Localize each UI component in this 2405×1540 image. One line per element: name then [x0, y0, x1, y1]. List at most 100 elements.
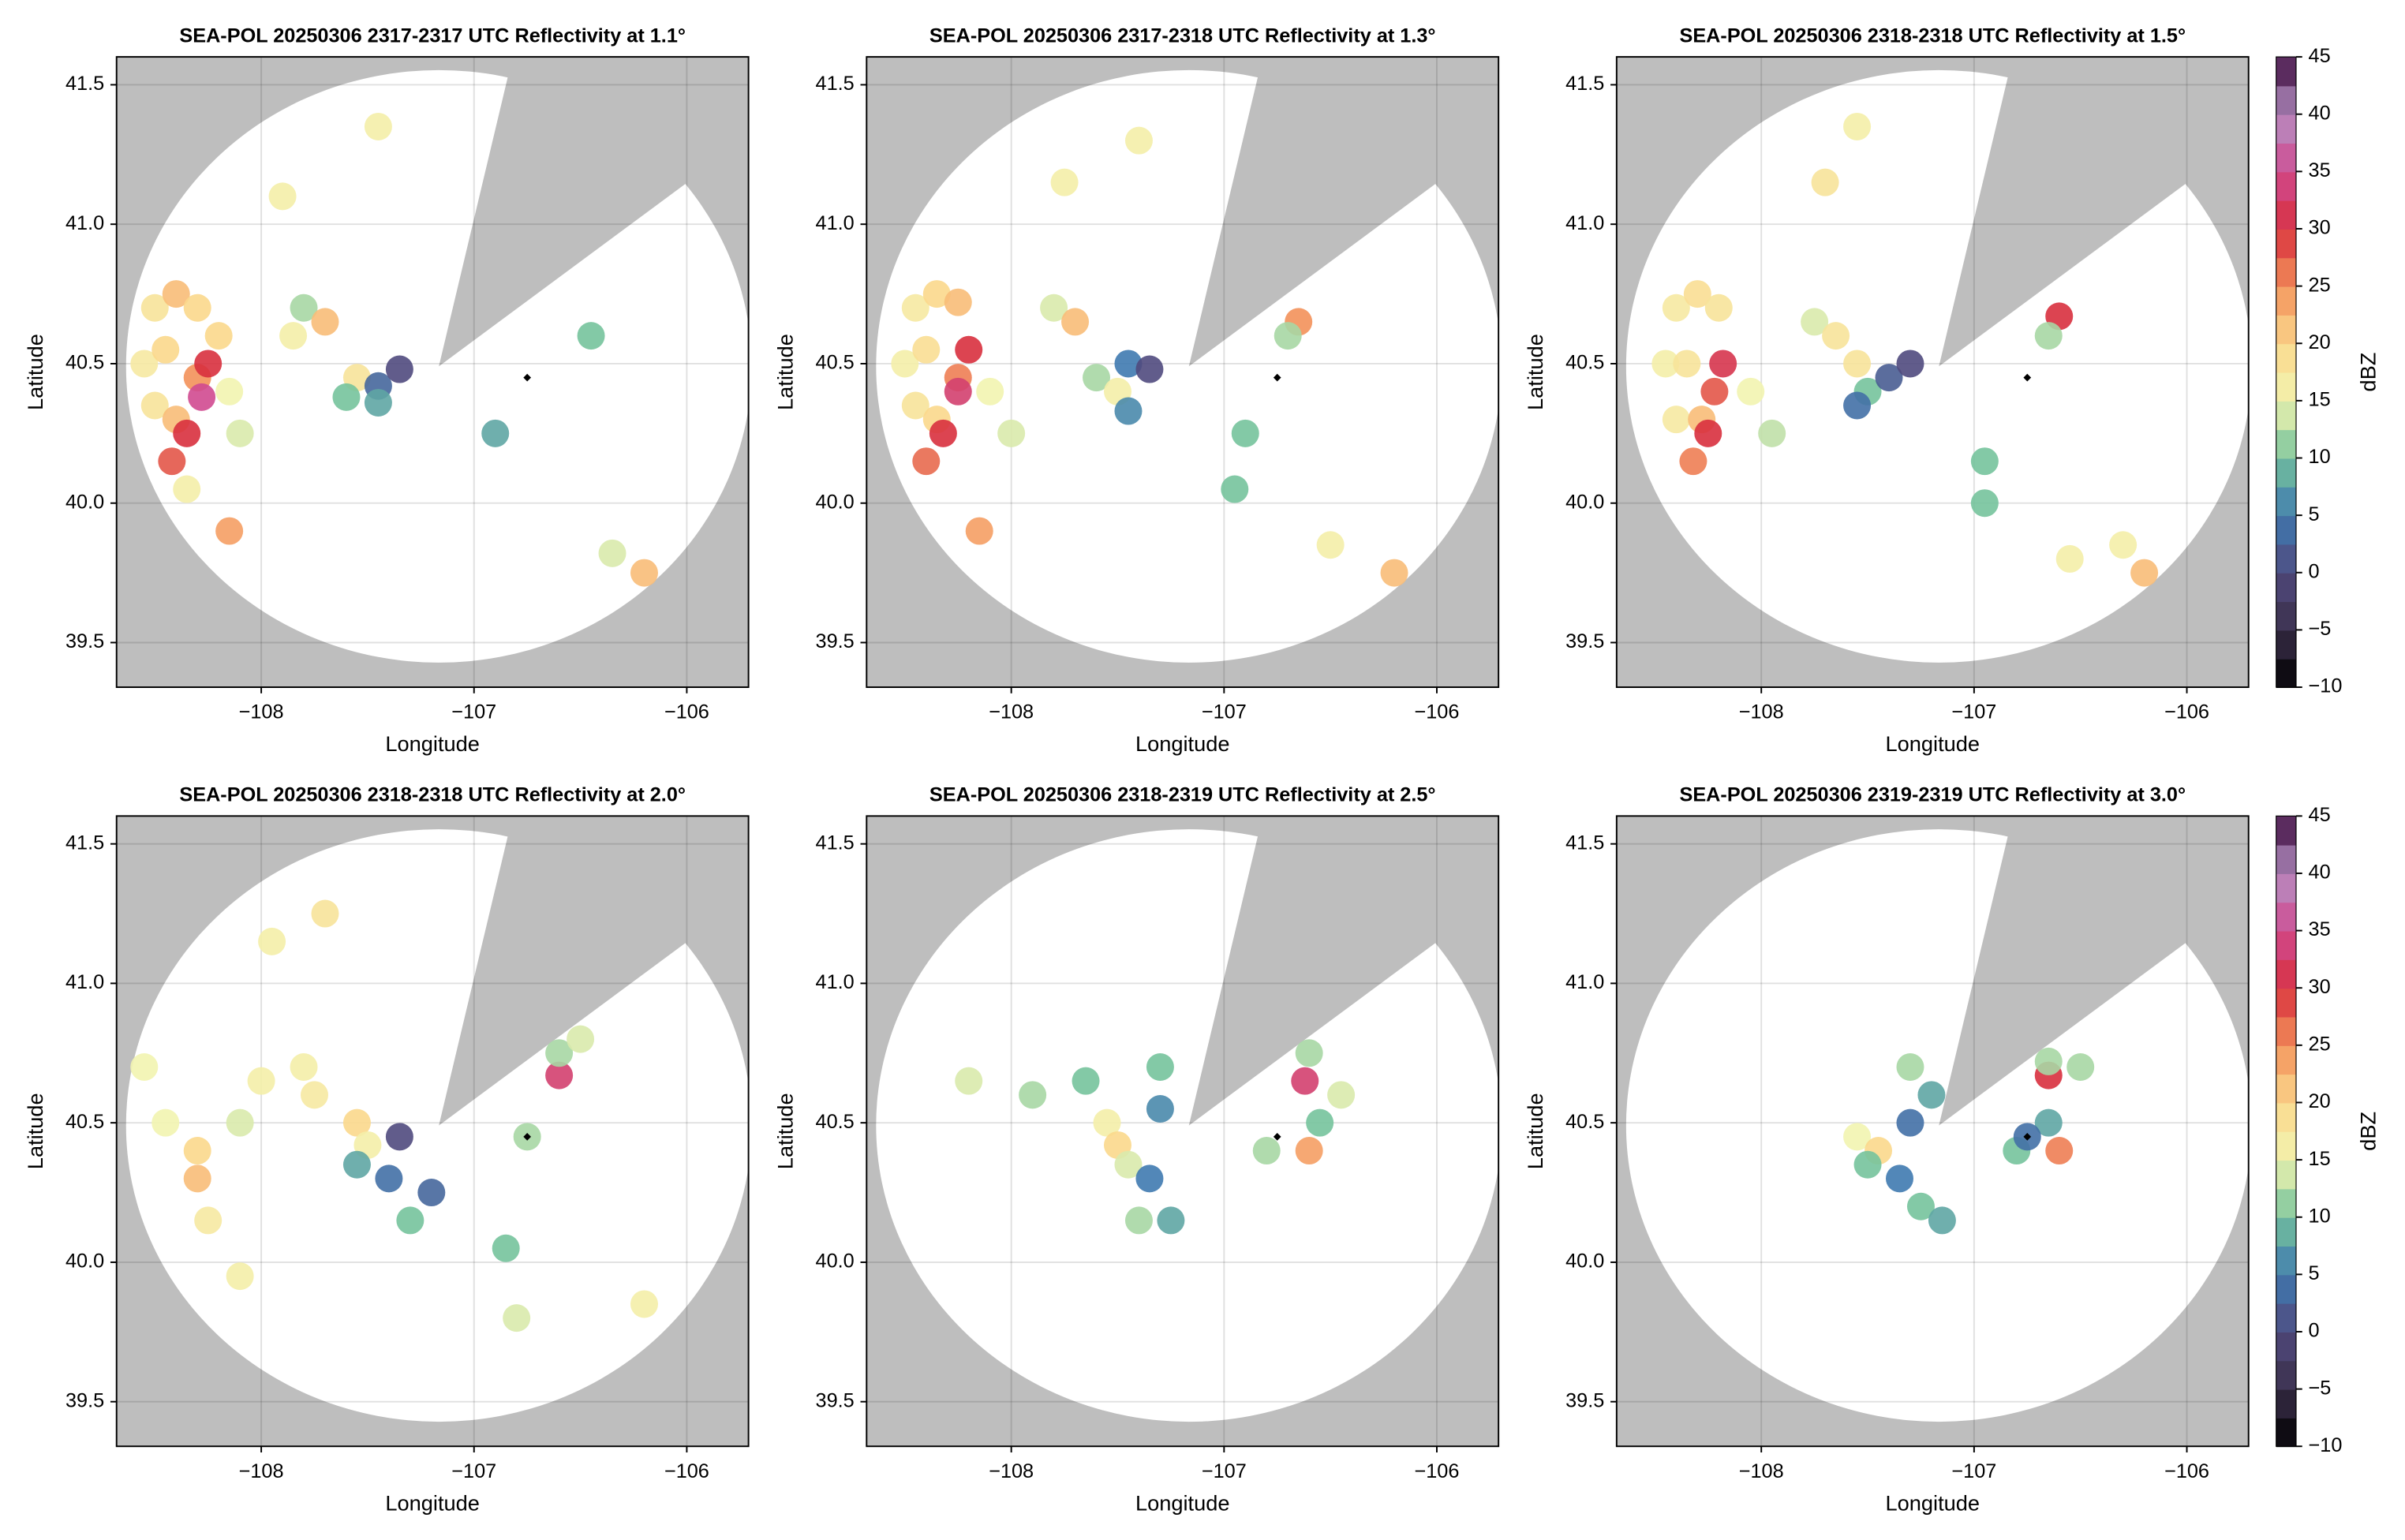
echo	[1673, 349, 1701, 378]
colorbar-band	[2276, 515, 2296, 545]
echo	[1843, 391, 1872, 420]
x-tick-label: −106	[2164, 701, 2209, 723]
colorbar-tick-label: 15	[2309, 389, 2331, 411]
echo	[204, 322, 233, 350]
y-axis-label: Latitude	[23, 1093, 47, 1169]
echo	[1694, 419, 1722, 447]
echo	[1157, 1206, 1185, 1235]
colorbar-tick-label: 25	[2309, 274, 2331, 296]
y-tick-label: 41.5	[1565, 832, 1604, 854]
echo	[1295, 1137, 1323, 1165]
colorbar-band	[2276, 1360, 2296, 1390]
echo	[226, 1108, 254, 1137]
echo	[1072, 1067, 1100, 1095]
x-tick-label: −106	[664, 701, 709, 723]
echo	[2055, 544, 2084, 573]
colorbar-band	[2276, 930, 2296, 960]
colorbar-band	[2276, 429, 2296, 459]
echo	[1896, 349, 1924, 378]
x-axis-label: Longitude	[1886, 1490, 1980, 1515]
echo	[1704, 293, 1733, 322]
echo	[130, 1052, 159, 1081]
echo	[342, 1108, 371, 1137]
echo	[183, 1164, 211, 1193]
echo	[1050, 168, 1079, 196]
echo	[1146, 1095, 1174, 1123]
y-tick-label: 41.5	[65, 832, 104, 854]
echo	[1146, 1052, 1174, 1081]
y-tick-label: 41.5	[1565, 73, 1604, 95]
echo	[965, 517, 993, 545]
echo	[630, 1290, 658, 1318]
plot-frame	[115, 56, 750, 689]
plot-frame	[115, 815, 750, 1448]
echo	[1093, 1108, 1121, 1137]
panel: −108 −107 −106 39.5 40.0 40.5 41.0 41.5 SEA-POL …	[23, 784, 750, 1515]
colorbar-band	[2276, 844, 2296, 874]
echo	[481, 419, 510, 447]
colorbar-band	[2276, 1160, 2296, 1190]
colorbar-tick-label: 20	[2309, 331, 2331, 353]
echo	[1124, 1206, 1153, 1235]
y-tick-label: 39.5	[1565, 1389, 1604, 1411]
echo	[1970, 447, 1999, 476]
echo	[290, 1052, 318, 1081]
y-tick-label: 39.5	[1565, 630, 1604, 652]
echo	[332, 383, 361, 411]
y-tick-label: 41.0	[816, 971, 855, 993]
x-tick-label: −106	[664, 1460, 709, 1482]
echo	[1651, 349, 1680, 378]
chart-title: SEA-POL 20250306 2318-2318 UTC Reflectiv…	[1679, 24, 2186, 47]
echo	[1896, 1052, 1924, 1081]
panel: −108 −107 −106 39.5 40.0 40.5 41.0 41.5 SEA-POL …	[1523, 24, 2381, 756]
echo	[215, 377, 244, 406]
colorbar-band	[2276, 1188, 2296, 1218]
echo	[1295, 1039, 1323, 1067]
echo	[140, 391, 169, 420]
echo	[417, 1179, 446, 1207]
panel: −108 −107 −106 39.5 40.0 40.5 41.0 41.5 SEA-POL …	[772, 784, 1500, 1515]
blocked-sector	[1188, 57, 1499, 367]
echo	[955, 335, 983, 364]
echo	[2045, 1137, 2074, 1165]
x-tick-label: −107	[1202, 1460, 1247, 1482]
panel: −108 −107 −106 39.5 40.0 40.5 41.0 41.5 SEA-POL …	[23, 24, 750, 756]
echo	[183, 293, 211, 322]
y-tick-label: 39.5	[65, 1389, 104, 1411]
colorbar-band	[2276, 114, 2296, 144]
echo	[173, 475, 201, 503]
plot-frame	[866, 56, 1500, 689]
echo	[503, 1304, 531, 1333]
x-tick-label: −108	[1739, 1460, 1784, 1482]
y-axis-label: Latitude	[1523, 1093, 1547, 1169]
echo	[1231, 419, 1259, 447]
echo	[1683, 280, 1711, 308]
echo	[1327, 1081, 1356, 1109]
y-tick-label: 40.0	[1565, 1250, 1604, 1273]
colorbar-band	[2276, 257, 2296, 287]
echo	[1061, 308, 1090, 336]
colorbar-tick-label: 40	[2309, 102, 2331, 124]
blocked-sector	[439, 816, 749, 1126]
echo	[901, 293, 929, 322]
echo	[188, 383, 216, 411]
y-axis-label: Latitude	[23, 334, 47, 410]
echo	[1221, 475, 1249, 503]
colorbar-band	[2276, 816, 2296, 846]
colorbar-band	[2276, 902, 2296, 932]
colorbar-frame	[2276, 815, 2297, 1447]
x-tick-label: −107	[1202, 701, 1247, 723]
radar-site	[523, 373, 532, 382]
colorbar-band	[2276, 314, 2296, 345]
colorbar-band	[2276, 458, 2296, 488]
chart-title: SEA-POL 20250306 2319-2319 UTC Reflectiv…	[1679, 784, 2186, 806]
y-axis-label: Latitude	[1523, 334, 1547, 410]
echo	[577, 322, 605, 350]
plot-area	[1616, 57, 2249, 688]
colorbar-band	[2276, 658, 2296, 689]
echo	[162, 280, 190, 308]
echo	[215, 517, 244, 545]
x-tick-label: −108	[239, 1460, 284, 1482]
colorbar-tick-label: −10	[2309, 675, 2343, 697]
panel: −108 −107 −106 39.5 40.0 40.5 41.0 41.5 SEA-POL …	[772, 24, 1500, 756]
